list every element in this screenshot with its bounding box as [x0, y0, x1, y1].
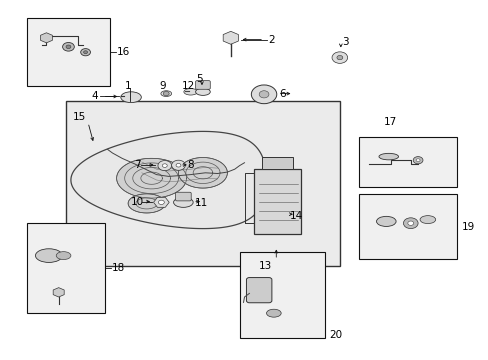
Circle shape	[407, 221, 413, 225]
Text: 15: 15	[72, 112, 85, 122]
FancyBboxPatch shape	[175, 192, 191, 201]
Ellipse shape	[266, 309, 281, 317]
Circle shape	[162, 164, 167, 167]
Circle shape	[176, 163, 181, 167]
Polygon shape	[71, 131, 266, 229]
Ellipse shape	[56, 252, 71, 260]
FancyBboxPatch shape	[27, 223, 105, 313]
Ellipse shape	[376, 216, 395, 226]
Circle shape	[331, 52, 347, 63]
Ellipse shape	[378, 153, 398, 160]
FancyBboxPatch shape	[195, 81, 210, 89]
Text: 2: 2	[267, 35, 274, 45]
FancyBboxPatch shape	[254, 169, 300, 234]
Ellipse shape	[419, 216, 435, 224]
Ellipse shape	[195, 88, 210, 95]
FancyBboxPatch shape	[66, 101, 339, 266]
FancyBboxPatch shape	[359, 194, 456, 259]
Text: 11: 11	[194, 198, 207, 208]
FancyBboxPatch shape	[239, 252, 325, 338]
Text: 6: 6	[279, 89, 286, 99]
Text: 14: 14	[289, 211, 302, 221]
Ellipse shape	[161, 91, 171, 96]
Text: 8: 8	[186, 160, 193, 170]
Circle shape	[158, 200, 164, 204]
Text: 5: 5	[196, 74, 203, 84]
Circle shape	[415, 159, 419, 162]
Circle shape	[259, 91, 268, 98]
Ellipse shape	[173, 197, 193, 207]
Text: 19: 19	[461, 222, 474, 232]
Text: 4: 4	[91, 91, 98, 102]
Circle shape	[62, 42, 74, 51]
Ellipse shape	[121, 92, 141, 103]
Polygon shape	[178, 158, 227, 188]
Circle shape	[163, 91, 169, 96]
Circle shape	[403, 218, 417, 229]
Circle shape	[66, 45, 71, 49]
FancyBboxPatch shape	[27, 18, 110, 86]
Ellipse shape	[183, 89, 197, 95]
Circle shape	[83, 51, 87, 54]
Circle shape	[336, 55, 342, 60]
Circle shape	[251, 85, 276, 104]
Text: 16: 16	[117, 47, 130, 57]
Text: 17: 17	[383, 117, 396, 127]
Text: 13: 13	[258, 261, 272, 271]
Polygon shape	[117, 158, 186, 198]
Text: 12: 12	[181, 81, 195, 91]
Text: 7: 7	[134, 160, 141, 170]
Text: 3: 3	[342, 37, 348, 48]
Ellipse shape	[36, 249, 62, 262]
Polygon shape	[128, 194, 165, 213]
Circle shape	[412, 157, 422, 164]
Text: 1: 1	[125, 81, 132, 91]
FancyBboxPatch shape	[246, 278, 271, 303]
Text: 10: 10	[131, 197, 144, 207]
Circle shape	[81, 49, 90, 56]
FancyBboxPatch shape	[359, 137, 456, 187]
Text: 18: 18	[112, 263, 125, 273]
FancyBboxPatch shape	[261, 157, 293, 169]
Text: 20: 20	[328, 330, 342, 340]
Circle shape	[158, 161, 171, 171]
Text: 9: 9	[159, 81, 166, 91]
Circle shape	[171, 160, 185, 170]
